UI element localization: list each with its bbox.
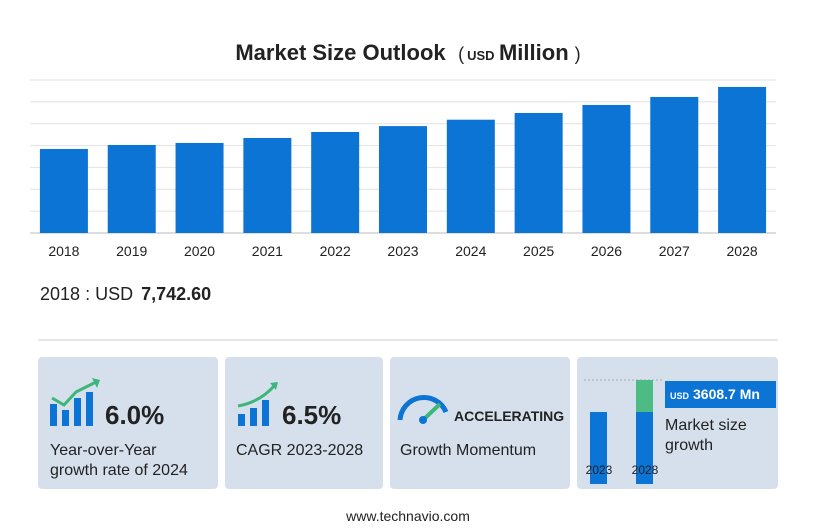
bar [107,144,156,233]
bar [175,142,224,233]
x-tick-label: 2021 [252,243,283,259]
base-line: 2018 : USD 7,742.60 [40,284,211,304]
x-tick-label: 2026 [591,243,622,259]
paren: ) [575,44,581,64]
x-tick-label: 2019 [116,243,147,259]
bar [582,104,631,233]
base-currency: USD [95,284,133,304]
plot: 2018 2019 2020 2021 2022 2023 2024 2025 2026 2027… [30,79,776,259]
bar [39,148,88,233]
bar [379,126,427,233]
mini-chart [584,379,662,484]
icon-gauge [397,394,449,424]
mini-year: 2028 [632,463,659,477]
unit-prefix: USD [467,48,494,63]
x-tick-label: 2027 [659,243,690,259]
stat: ACCELERATING [454,408,564,424]
bar [718,86,767,233]
base-year: 2018 [40,284,80,304]
bar [243,137,292,233]
base-sep: : [85,284,90,304]
unit: Million [499,40,569,65]
card-text: Market size [665,417,747,434]
bar [446,119,495,233]
x-tick-label: 2028 [727,243,758,259]
card-text: Year-over-Year [50,442,157,459]
icon-yoy [50,378,100,426]
bar [514,112,563,233]
icon-cagr [237,382,278,426]
paren: ( [458,44,464,64]
chart-title-group: Market Size Outlook (USD Million) [235,40,580,65]
card [225,357,383,489]
chart-title: Market Size Outlook [235,40,446,65]
card [390,357,570,489]
stat: 6.0% [105,400,164,430]
bar [650,96,699,234]
badge-value: 3608.7 Mn [693,386,760,402]
growth-badge-text: USD 3608.7 Mn [670,386,760,402]
bar [311,131,360,233]
card-text: growth [665,437,713,454]
footer: www.technavio.com [345,508,470,524]
x-tick-label: 2020 [184,243,215,259]
card-text: growth rate of 2024 [50,462,188,479]
x-tick-label: 2023 [387,243,418,259]
x-tick-label: 2024 [455,243,486,259]
x-tick-label: 2018 [48,243,79,259]
badge-currency: USD [670,391,690,401]
growth-badge [665,381,776,408]
stat: 6.5% [282,400,341,430]
x-tick-label: 2025 [523,243,554,259]
mini-year: 2023 [586,463,613,477]
card-text: Growth Momentum [400,442,536,459]
base-value: 7,742.60 [141,284,211,304]
x-tick-label: 2022 [320,243,351,259]
card-text: CAGR 2023-2028 [236,442,363,459]
